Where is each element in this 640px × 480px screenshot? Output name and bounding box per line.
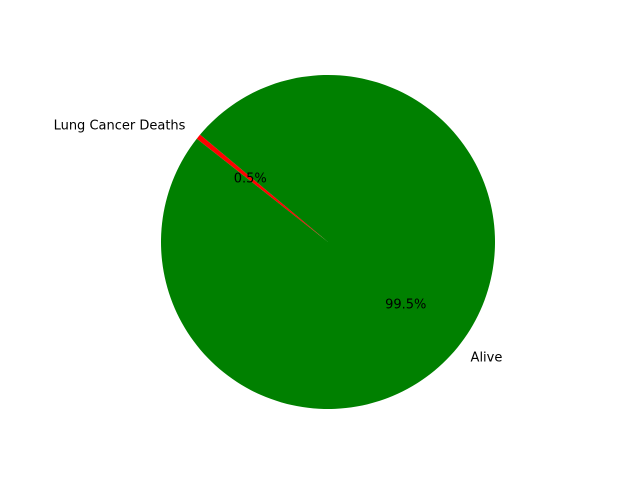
pie-slice-lung-cancer-deaths [196,134,328,242]
slice-label-alive: Alive [471,350,503,365]
slice-label-lung-cancer-deaths: Lung Cancer Deaths [54,119,186,134]
pie-slice-alive [161,74,496,409]
labels-layer: Lung Cancer Deaths 0.5% Alive 99.5% [54,119,503,366]
slice-percent-lung-cancer-deaths: 0.5% [234,171,267,186]
slice-percent-alive: 99.5% [385,298,426,313]
slices-layer [161,74,496,409]
